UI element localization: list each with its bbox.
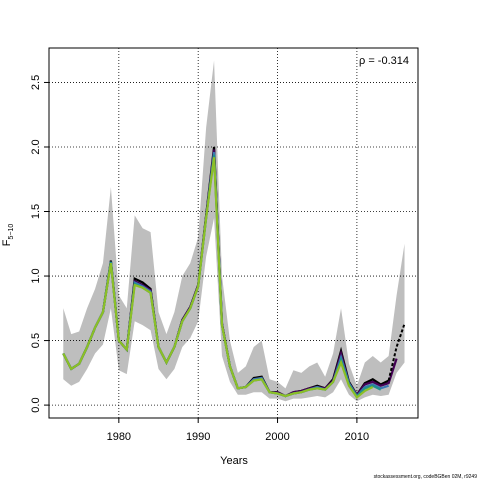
y-tick-label: 2.5 bbox=[30, 75, 42, 90]
series-line bbox=[387, 323, 406, 381]
x-tick-label: 2000 bbox=[265, 431, 289, 443]
series-line bbox=[62, 157, 374, 399]
confidence-band bbox=[63, 60, 405, 402]
y-tick-label: 2.0 bbox=[30, 139, 42, 154]
y-axis-label-main: F bbox=[1, 239, 13, 246]
x-tick-label: 1990 bbox=[186, 431, 210, 443]
x-axis-label: Years bbox=[220, 455, 248, 467]
x-tick-label: 1980 bbox=[107, 431, 131, 443]
annotation: ρ = -0.314 bbox=[359, 55, 409, 67]
y-axis-label-sub: 5−10 bbox=[8, 224, 15, 240]
x-tick-label: 2010 bbox=[345, 431, 369, 443]
footer: stockassessment.org, codeBGBen 02M, r924… bbox=[374, 474, 478, 480]
plot-frame bbox=[48, 47, 419, 419]
y-tick-label: 1.0 bbox=[30, 268, 42, 283]
y-axis-label: F5−10 bbox=[1, 224, 15, 247]
y-tick-label: 1.5 bbox=[30, 204, 42, 219]
y-tick-label: 0.0 bbox=[30, 397, 42, 412]
y-tick-label: 0.5 bbox=[30, 333, 42, 348]
